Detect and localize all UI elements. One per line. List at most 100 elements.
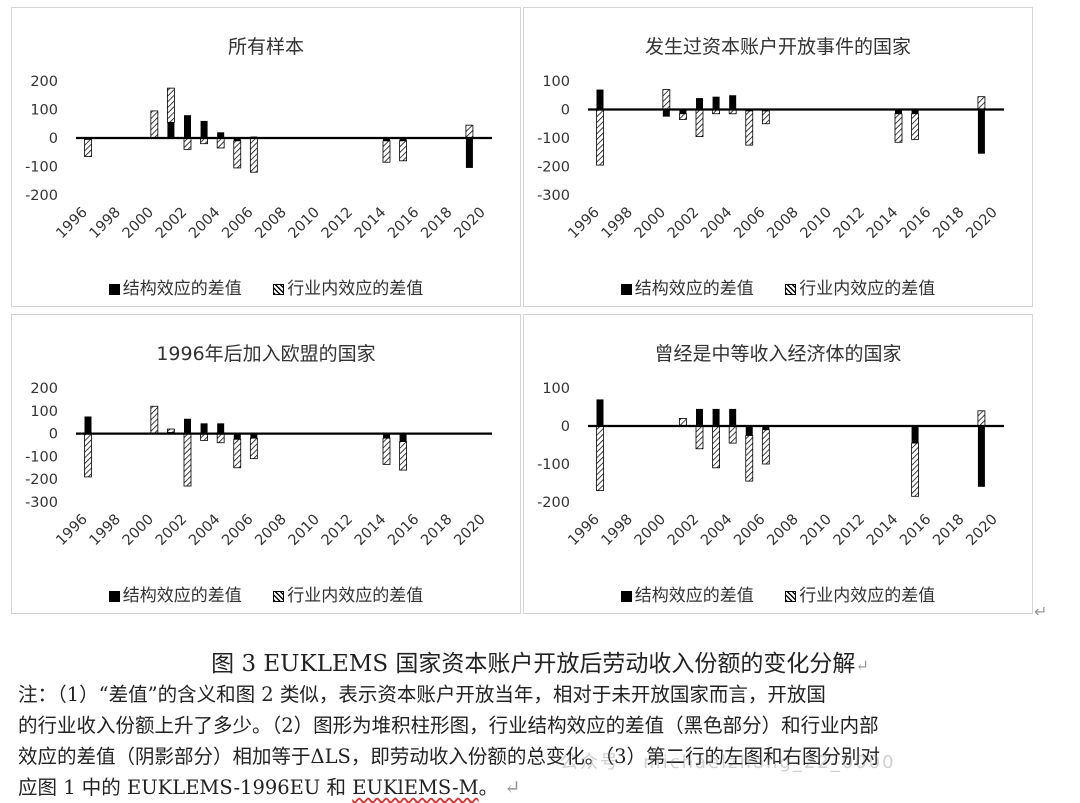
- bar-structure: [399, 138, 407, 141]
- bar-within-industry: [249, 137, 258, 173]
- bar-structure: [184, 418, 191, 434]
- x-tick-label: 2000: [632, 512, 669, 549]
- x-tick-label: 1996: [53, 205, 90, 242]
- bar-structure: [696, 408, 703, 426]
- bar-within-industry: [662, 89, 671, 110]
- bar-structure: [977, 109, 985, 154]
- legend-swatch-structure: [620, 591, 632, 602]
- bar-within-industry: [695, 109, 704, 137]
- bar-within-industry: [695, 425, 704, 450]
- bar-structure: [217, 423, 225, 434]
- x-tick-label: 2016: [385, 205, 422, 242]
- bar-within-industry: [679, 113, 687, 120]
- bar-structure: [662, 109, 670, 117]
- legend-swatch-within: [273, 284, 285, 295]
- bar-structure: [217, 132, 225, 138]
- bar-within-industry: [728, 425, 737, 444]
- y-tick-label: -100: [25, 160, 58, 176]
- bar-structure: [679, 109, 687, 114]
- x-tick-label: 2000: [632, 205, 669, 242]
- x-tick-label: 1996: [565, 512, 602, 549]
- bar-within-industry: [977, 96, 986, 110]
- bar-chart: 2001000-100-2001996199820002002200420062…: [25, 74, 492, 242]
- bar-structure: [233, 433, 241, 440]
- bar-structure: [596, 89, 604, 110]
- watermark: 公众号 · michaelzhang_22_0000: [560, 752, 896, 773]
- x-tick-label: 2002: [665, 205, 702, 242]
- bar-structure: [233, 138, 241, 141]
- x-tick-label: 2008: [252, 512, 289, 549]
- bar-within-industry: [233, 140, 242, 169]
- y-tick-label: -200: [537, 495, 570, 511]
- chart-legend: 结构效应的差值 行业内效应的差值: [524, 581, 1032, 606]
- x-tick-label: 2010: [798, 205, 835, 242]
- bar-structure: [712, 96, 720, 110]
- x-tick-label: 1998: [87, 205, 124, 242]
- x-tick-label: 2020: [451, 512, 488, 549]
- legend-swatch-structure: [108, 591, 120, 602]
- y-tick-label: -200: [25, 188, 58, 204]
- bar-within-industry: [382, 140, 391, 163]
- bar-structure: [911, 426, 919, 444]
- note-line-3: 效应的差值（阴影部分）相加等于ΔLS，即劳动收入份额的总变化。（3）第二行的左图…: [18, 741, 1068, 772]
- bar-structure: [383, 138, 390, 141]
- bar-within-industry: [233, 438, 242, 469]
- bar-chart: 100 0 -100 -2001996199820002002200420062008…: [537, 381, 1004, 549]
- y-tick-label: 200: [30, 74, 58, 90]
- return-mark: ↵: [855, 656, 869, 675]
- bar-within-industry: [761, 110, 770, 125]
- x-tick-label: 2006: [219, 512, 256, 549]
- y-tick-label: 100: [542, 381, 570, 397]
- x-tick-label: 2000: [120, 512, 157, 549]
- bar-within-industry: [216, 433, 225, 444]
- bar-chart: 100 0 -100 -200 -300199619982000200220042006…: [537, 74, 1004, 242]
- x-tick-label: 2020: [451, 205, 488, 242]
- bar-structure: [200, 120, 208, 138]
- legend-label-structure: 结构效应的差值: [634, 586, 754, 606]
- y-tick-label: 100: [542, 74, 570, 90]
- chart-title: 1996年后加入欧盟的国家: [156, 343, 376, 365]
- bar-within-industry: [894, 113, 903, 143]
- bar-within-industry: [679, 418, 687, 427]
- legend-swatch-structure: [108, 284, 120, 295]
- x-tick-label: 2018: [418, 205, 455, 242]
- bar-structure: [596, 399, 604, 426]
- y-tick-label: -100: [25, 449, 58, 465]
- legend-label-structure: 结构效应的差值: [634, 279, 754, 299]
- x-tick-label: 2010: [798, 512, 835, 549]
- note-line-4: 应图 1 中的 EUKLEMS-1996EU 和 EUKlEMS-M。 ↵: [18, 772, 1068, 803]
- bar-structure: [745, 426, 753, 436]
- x-tick-label: 2010: [286, 512, 323, 549]
- bar-structure: [383, 433, 390, 439]
- y-tick-label: 100: [30, 404, 58, 420]
- legend-label-within: 行业内效应的差值: [287, 279, 424, 299]
- x-tick-label: 2012: [831, 512, 868, 549]
- chart-legend: 结构效应的差值 行业内效应的差值: [12, 274, 520, 299]
- bar-structure: [895, 109, 902, 114]
- x-tick-label: 1998: [87, 512, 124, 549]
- bar-structure: [250, 433, 258, 439]
- x-tick-label: 2014: [864, 205, 901, 242]
- bar-structure: [200, 423, 208, 434]
- y-tick-label: 0: [561, 419, 570, 435]
- y-tick-label: 200: [30, 381, 58, 397]
- legend-label-structure: 结构效应的差值: [122, 279, 242, 299]
- x-tick-label: 2012: [831, 205, 868, 242]
- x-tick-label: 2014: [352, 205, 389, 242]
- chart-title: 所有样本: [227, 36, 304, 58]
- x-tick-label: 2016: [897, 512, 934, 549]
- bar-structure: [399, 433, 407, 442]
- note-text: 应图 1 中的 EUKLEMS-1996EU 和: [18, 776, 353, 799]
- x-tick-label: 2002: [153, 205, 190, 242]
- chart-legend: 结构效应的差值 行业内效应的差值: [524, 274, 1032, 299]
- bar-chart: 2001000-100-200-300199619982000200220042…: [25, 381, 492, 549]
- x-tick-label: 2006: [219, 205, 256, 242]
- note-text: 效应的差值（阴影部分）相加等于ΔLS，即劳动收入份额的总变化。（3）第二行的左图…: [18, 745, 881, 768]
- bar-structure: [712, 408, 720, 426]
- bar-within-industry: [84, 433, 92, 478]
- y-tick-label: 0: [561, 103, 570, 119]
- chart-title: 发生过资本账户开放事件的国家: [644, 36, 911, 58]
- x-tick-label: 2012: [319, 205, 356, 242]
- y-tick-label: -200: [537, 160, 570, 176]
- caption-text: 图 3 EUKLEMS 国家资本账户开放后劳动收入份额的变化分解: [211, 651, 856, 677]
